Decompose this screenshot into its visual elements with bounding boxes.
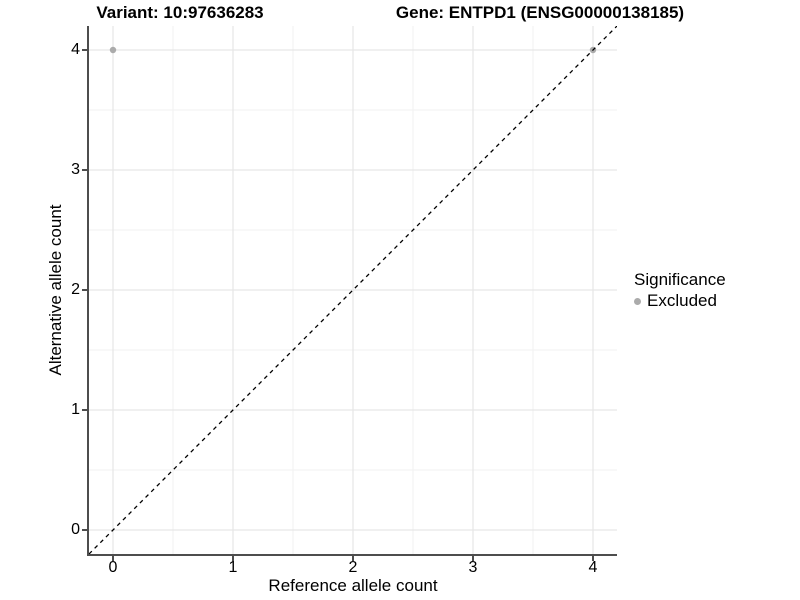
y-tick-label: 1 — [71, 401, 80, 418]
y-tick-mark — [82, 169, 87, 171]
legend-title: Significance — [634, 270, 726, 289]
y-tick-label: 4 — [71, 41, 80, 58]
plot-panel — [89, 26, 617, 554]
x-tick-mark — [472, 556, 474, 561]
x-tick-label: 3 — [468, 559, 478, 576]
x-axis-line — [87, 554, 617, 556]
plot-title-gene: Gene: ENTPD1 (ENSG00000138185) — [395, 3, 685, 22]
y-axis-line — [87, 26, 89, 556]
y-tick-label: 3 — [71, 161, 80, 178]
data-point — [109, 46, 117, 54]
x-tick-mark — [592, 556, 594, 561]
plot-area-svg — [89, 26, 617, 554]
y-tick-mark — [82, 49, 87, 51]
y-tick-label: 2 — [71, 281, 80, 298]
legend-entry-label: Excluded — [647, 291, 717, 310]
x-tick-label: 4 — [588, 559, 598, 576]
legend: Significance Excluded — [630, 269, 726, 311]
x-axis-title: Reference allele count — [268, 576, 438, 595]
y-tick-mark — [82, 289, 87, 291]
x-tick-mark — [232, 556, 234, 561]
y-tick-label: 0 — [71, 521, 80, 538]
plot-title-variant: Variant: 10:97636283 — [96, 3, 264, 22]
legend-entry-excluded: Excluded — [630, 291, 726, 311]
x-tick-label: 2 — [348, 559, 358, 576]
legend-point-icon — [634, 297, 641, 305]
x-tick-label: 1 — [228, 559, 238, 576]
x-tick-mark — [112, 556, 114, 561]
y-tick-mark — [82, 529, 87, 531]
x-tick-mark — [352, 556, 354, 561]
y-tick-mark — [82, 409, 87, 411]
x-tick-label: 0 — [108, 559, 118, 576]
